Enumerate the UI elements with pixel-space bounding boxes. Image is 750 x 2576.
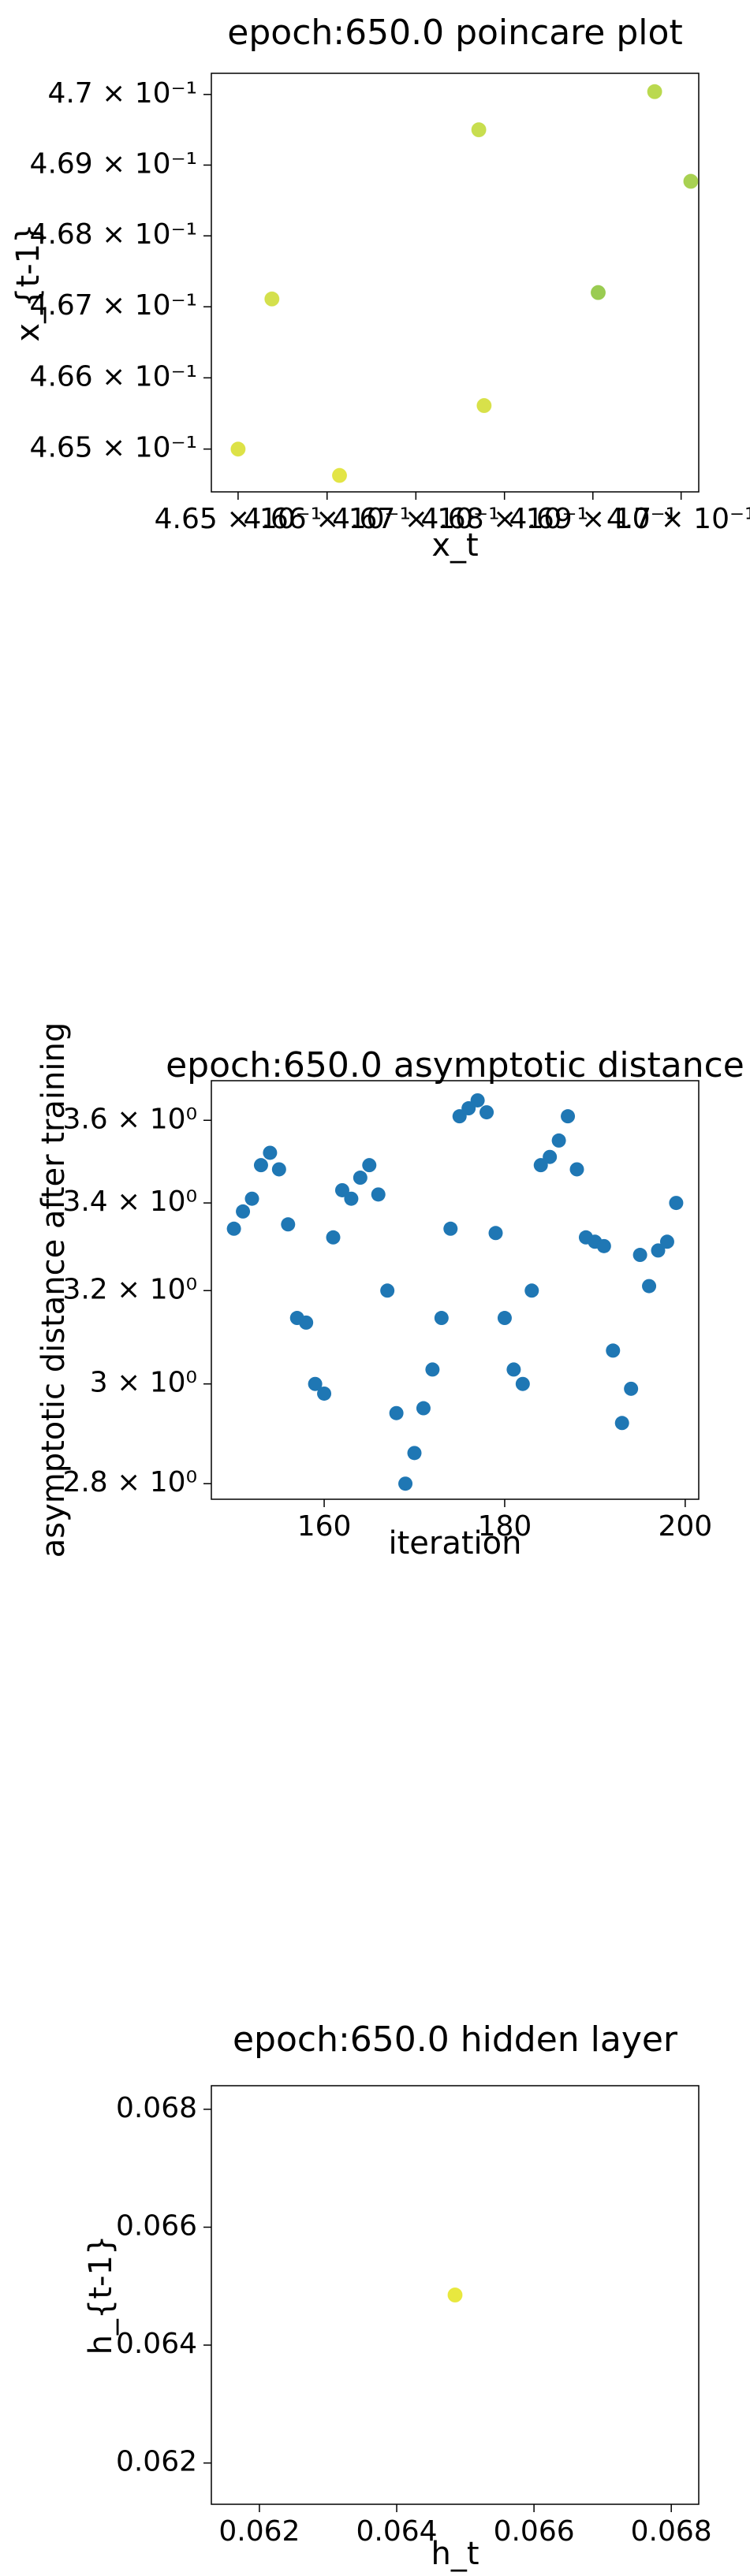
data-point (398, 1476, 413, 1491)
chart-1: epoch:650.0 asymptotic distance 160 180 200… (35, 1022, 744, 1562)
y-axis-label: asymptotic distance after training (35, 1022, 72, 1558)
data-point (543, 1149, 558, 1164)
data-point (353, 1171, 368, 1186)
x-tick-label: 4.67 × 10⁻¹ (332, 503, 499, 535)
x-tick-label: 4.68 × 10⁻¹ (420, 503, 588, 535)
data-point (389, 1405, 404, 1420)
x-tick-label: 4.7 × 10⁻¹ (606, 503, 750, 535)
y-tick-label: 2.8 × 10⁰ (62, 1466, 197, 1498)
data-point (497, 1311, 512, 1326)
data-point (253, 1158, 268, 1173)
plot-area-frame (211, 73, 700, 493)
chart-title: epoch:650.0 hidden layer (233, 2019, 678, 2060)
x-axis-label: h_t (431, 2536, 479, 2572)
data-point (362, 1158, 377, 1173)
y-tick-label: 0.062 (116, 2446, 197, 2478)
data-point (470, 1093, 485, 1107)
data-point (651, 1243, 666, 1258)
data-point (443, 1221, 458, 1236)
data-point (371, 1187, 386, 1202)
x-tick-label: 0.062 (218, 2515, 300, 2548)
y-tick-label: 3.6 × 10⁰ (62, 1103, 197, 1135)
x-tick-label: 180 (478, 1510, 532, 1543)
data-point (244, 1191, 259, 1206)
data-point (642, 1279, 657, 1294)
x-tick-label: 160 (297, 1510, 352, 1543)
x-tick-label: 0.064 (356, 2515, 437, 2548)
data-point (226, 1221, 241, 1236)
data-point (434, 1311, 449, 1326)
chart-title: epoch:650.0 asymptotic distance (166, 1045, 744, 1085)
data-point (332, 467, 348, 483)
data-point (591, 285, 606, 300)
y-tick-label: 3.2 × 10⁰ (62, 1273, 197, 1305)
x-axis-label: iteration (389, 1525, 522, 1562)
data-point (569, 1162, 584, 1177)
data-point (344, 1191, 359, 1206)
data-point (299, 1315, 314, 1330)
data-point (533, 1158, 548, 1173)
data-point (561, 1109, 576, 1124)
x-tick-label: 4.65 × 10⁻¹ (155, 503, 322, 535)
data-point (263, 1145, 278, 1160)
x-tick-label: 4.66 × 10⁻¹ (244, 503, 411, 535)
data-point (614, 1416, 629, 1431)
y-tick-label: 0.064 (116, 2328, 197, 2360)
y-axis-label: h_{t-1} (83, 2235, 119, 2355)
y-tick-label: 4.66 × 10⁻¹ (30, 360, 197, 393)
data-point (488, 1226, 503, 1241)
data-point (632, 1248, 647, 1263)
data-point (281, 1217, 296, 1232)
data-point (416, 1401, 431, 1416)
y-tick-label: 0.066 (116, 2209, 197, 2242)
data-point (380, 1283, 395, 1298)
data-point (308, 1376, 323, 1391)
data-point (425, 1362, 440, 1377)
y-tick-label: 4.67 × 10⁻¹ (30, 289, 197, 322)
data-point (659, 1234, 674, 1249)
x-tick-label: 4.69 × 10⁻¹ (509, 503, 677, 535)
y-tick-label: 4.7 × 10⁻¹ (47, 77, 197, 110)
x-tick-label: 0.068 (631, 2515, 712, 2548)
data-point (479, 1105, 494, 1120)
data-point (476, 398, 492, 414)
data-point (264, 291, 280, 307)
data-point (524, 1283, 539, 1298)
plot-area-frame (211, 2085, 700, 2505)
plot-area-frame (211, 1080, 700, 1500)
data-point (447, 2288, 463, 2302)
data-point (271, 1162, 286, 1177)
x-axis-label: x_t (431, 527, 478, 564)
x-tick-label: 200 (658, 1510, 712, 1543)
data-point (334, 1182, 349, 1197)
chart-title: epoch:650.0 poincare plot (227, 13, 682, 53)
data-point (624, 1381, 639, 1396)
data-point (506, 1362, 521, 1377)
y-tick-label: 4.65 × 10⁻¹ (30, 432, 197, 464)
data-point (596, 1238, 611, 1253)
data-point (515, 1376, 530, 1391)
data-point (236, 1204, 251, 1219)
x-tick-label: 0.066 (494, 2515, 575, 2548)
data-point (647, 84, 662, 99)
chart-2: epoch:650.0 hidden layer 0.062 0.064 0.066 0… (83, 2019, 712, 2572)
y-tick-label: 0.068 (116, 2092, 197, 2124)
data-point (317, 1386, 332, 1401)
y-axis-label: x_{t-1} (10, 223, 47, 341)
data-point (551, 1133, 566, 1148)
y-tick-label: 4.68 × 10⁻¹ (30, 218, 197, 251)
y-tick-label: 3 × 10⁰ (90, 1367, 197, 1399)
data-point (230, 441, 246, 457)
y-tick-label: 3.4 × 10⁰ (62, 1186, 197, 1218)
data-point (326, 1230, 341, 1245)
data-point (471, 122, 487, 138)
y-tick-label: 4.69 × 10⁻¹ (30, 147, 197, 180)
data-point (669, 1196, 684, 1211)
data-point (606, 1343, 621, 1358)
data-point (683, 173, 699, 189)
data-point (407, 1446, 422, 1461)
